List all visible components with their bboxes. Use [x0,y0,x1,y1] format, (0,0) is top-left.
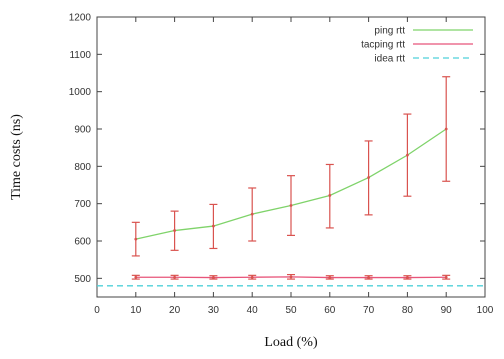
y-axis-label: Time costs (ns) [9,114,24,200]
data-point [444,127,448,131]
data-point [367,276,370,279]
x-tick-label: 80 [402,305,414,316]
x-tick-label: 20 [169,305,181,316]
data-point [328,194,332,197]
data-point [406,153,409,157]
data-point [173,229,177,232]
data-point [212,224,215,228]
y-tick-label: 500 [74,274,91,285]
series-0 [131,76,451,257]
x-axis-label: Load (%) [264,335,318,350]
x-tick-label: 100 [477,305,494,316]
y-ticks: 500 600 700 800 900 1000 1100 1200 [69,13,485,285]
data-point [212,276,215,279]
legend: ping rtt tacping rtt idea rtt [361,26,473,65]
legend-label: idea rtt [374,54,405,65]
y-tick-label: 600 [74,237,91,248]
y-tick-label: 700 [74,199,91,210]
x-tick-label: 70 [363,305,375,316]
data-point [406,276,409,279]
y-tick-label: 900 [74,125,91,136]
data-point [250,212,254,216]
data-point [367,176,370,179]
data-point [173,275,177,279]
data-point [134,237,138,241]
x-tick-label: 60 [324,305,336,316]
y-tick-label: 1100 [69,50,91,61]
data-point [134,275,138,279]
data-point [289,275,293,279]
x-ticks: 0 10 20 30 40 50 60 70 80 90 100 [94,17,494,316]
x-tick-label: 30 [208,305,220,316]
y-tick-label: 800 [74,162,91,173]
y-tick-label: 1000 [69,87,92,98]
series-1 [131,274,451,280]
plot-area [96,16,486,298]
x-tick-label: 10 [130,305,142,316]
data-point [250,275,254,279]
legend-label: tacping rtt [361,40,405,51]
x-tick-label: 90 [441,305,453,316]
data-point [289,204,293,207]
series-layer [97,76,485,287]
x-tick-label: 40 [247,305,259,316]
data-point [328,276,332,279]
y-tick-label: 1200 [69,13,92,24]
legend-label: ping rtt [374,26,405,37]
x-tick-label: 50 [285,305,297,316]
data-point [444,275,448,279]
x-tick-label: 0 [94,305,100,316]
